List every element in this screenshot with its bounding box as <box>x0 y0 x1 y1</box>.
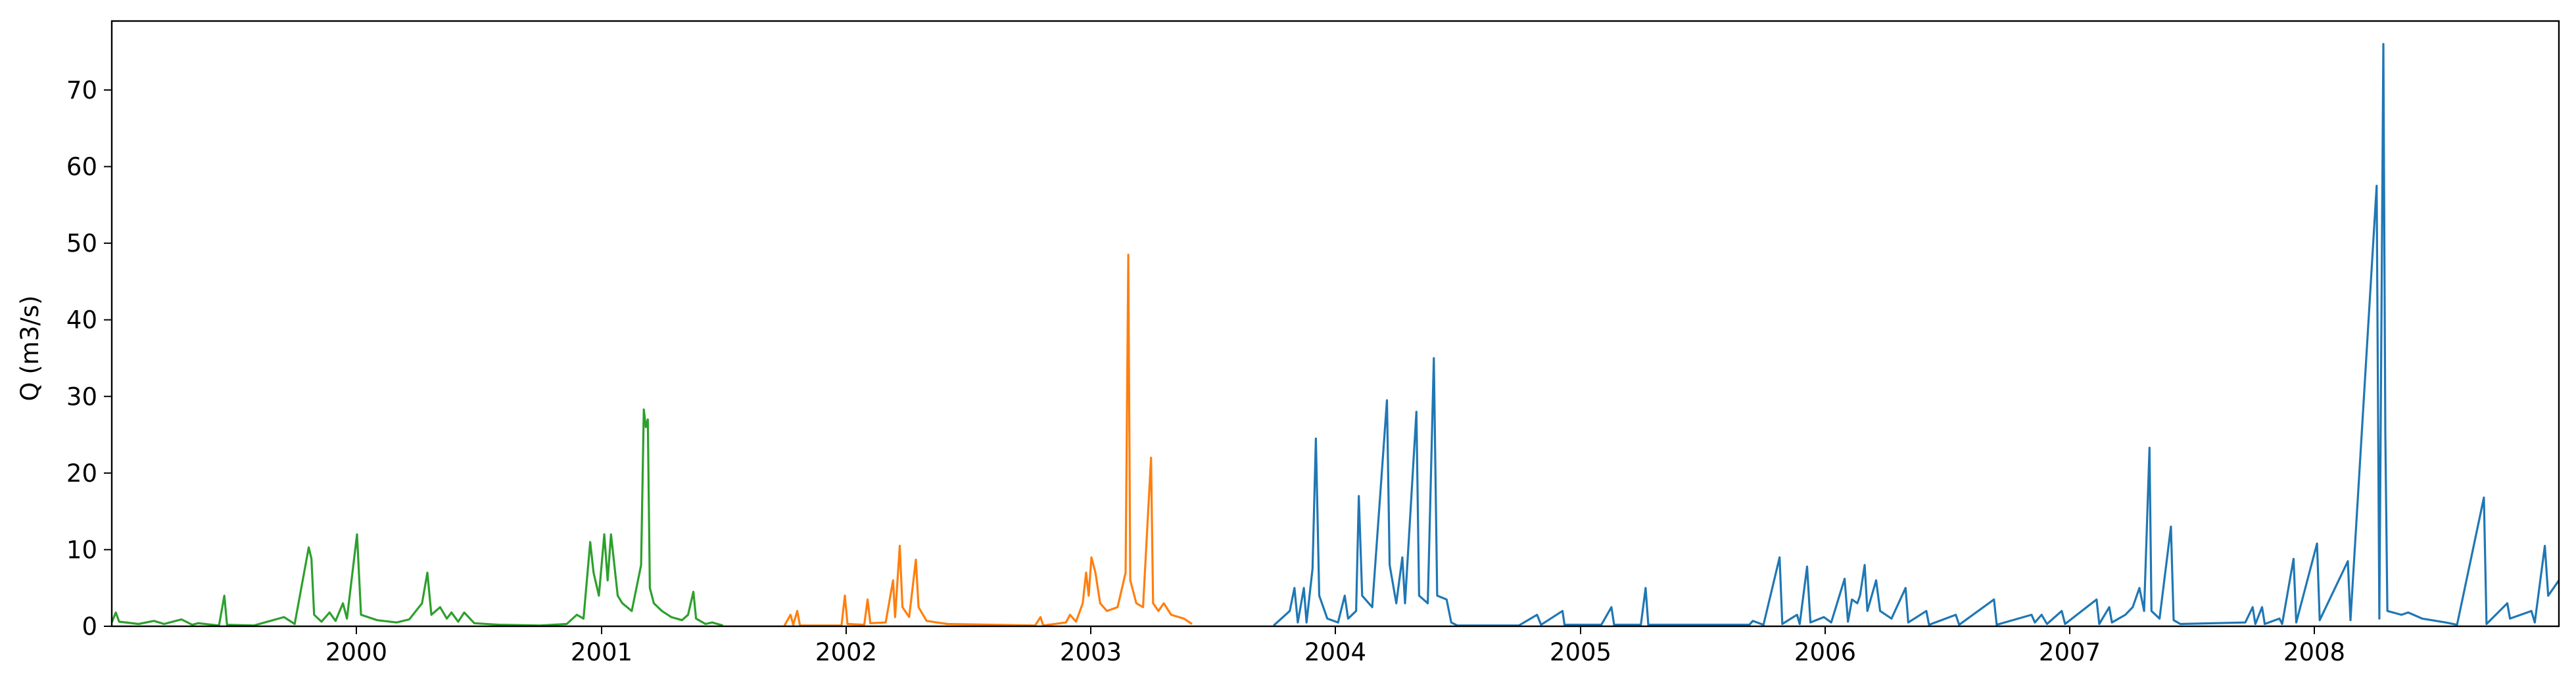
x-tick-label-2006: 2006 <box>1794 638 1856 666</box>
series-line-3 <box>1273 43 2560 627</box>
y-tick-label-20: 20 <box>66 459 97 488</box>
x-tick-label-2000: 2000 <box>325 638 387 666</box>
x-tick-label-2003: 2003 <box>1060 638 1122 666</box>
y-tick-label-0: 0 <box>82 612 97 641</box>
x-tick-label-2004: 2004 <box>1304 638 1366 666</box>
x-tick-label-2005: 2005 <box>1550 638 1611 666</box>
x-tick-label-2001: 2001 <box>571 638 632 666</box>
y-tick-label-10: 10 <box>66 536 97 564</box>
y-tick-label-40: 40 <box>66 306 97 334</box>
axes: 2000 2001 2002 2003 2004 2005 2006 2007 2008 0 10 2… <box>66 20 2560 666</box>
y-tick-label-70: 70 <box>66 76 97 104</box>
plot-area <box>112 21 2559 626</box>
y-tick-label-50: 50 <box>66 229 97 258</box>
x-tick-label-2007: 2007 <box>2039 638 2101 666</box>
y-axis-label: Q (m3/s) <box>16 295 44 401</box>
x-tick-label-2002: 2002 <box>815 638 877 666</box>
y-tick-label-60: 60 <box>66 153 97 181</box>
series-line-1 <box>110 408 723 627</box>
y-tick-label-30: 30 <box>66 382 97 411</box>
x-tick-label-2008: 2008 <box>2283 638 2345 666</box>
plot-background <box>112 21 2559 626</box>
